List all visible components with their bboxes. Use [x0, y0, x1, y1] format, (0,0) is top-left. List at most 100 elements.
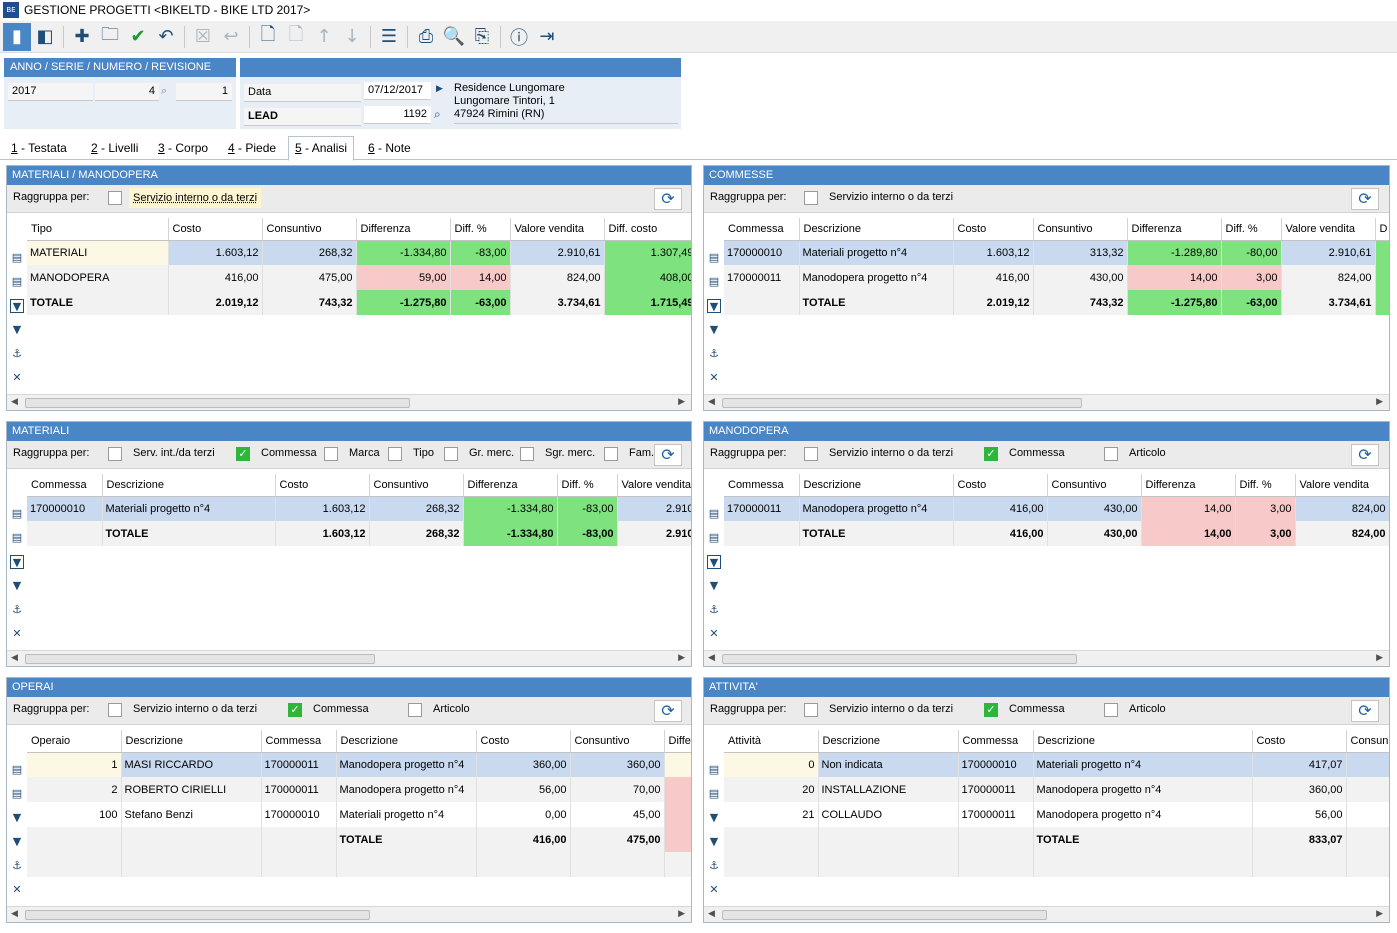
table-row-total[interactable]: TOTALE 2.019,12 743,32 -1.275,80 -63,00 …: [724, 290, 1389, 315]
scroll-thumb[interactable]: [25, 910, 370, 920]
checkbox-commessa[interactable]: ✓: [288, 703, 302, 717]
column-header[interactable]: Valore vendita: [510, 218, 605, 241]
horizontal-scrollbar[interactable]: ◀ ▶: [7, 906, 691, 922]
lead-search-icon[interactable]: ⌕: [434, 107, 441, 121]
option-marca[interactable]: Marca: [349, 447, 380, 459]
scroll-right-icon[interactable]: ▶: [1376, 909, 1383, 919]
column-header[interactable]: Diff. %: [1235, 474, 1296, 497]
column-header[interactable]: Diff. %: [450, 218, 511, 241]
column-header[interactable]: Consuntivo: [1033, 218, 1128, 241]
checkbox-commessa[interactable]: ✓: [984, 447, 998, 461]
column-header[interactable]: Diff. costo: [604, 218, 691, 241]
list-icon[interactable]: ▤: [708, 275, 720, 288]
option-commessa[interactable]: Commessa: [1009, 447, 1065, 459]
filter-icon[interactable]: ▼: [12, 835, 22, 848]
option-tipo[interactable]: Tipo: [413, 447, 434, 459]
checkbox-tipo[interactable]: [388, 447, 402, 461]
table-row[interactable]: 1 MASI RICCARDO 170000011 Manodopera pro…: [27, 752, 691, 777]
clear-filter-icon[interactable]: ✕: [709, 371, 719, 384]
option-servizio[interactable]: Servizio interno o da terzi: [129, 188, 262, 208]
checkbox-servizio[interactable]: [108, 703, 122, 717]
table-row[interactable]: 21 COLLAUDO 170000011 Manodopera progett…: [724, 802, 1389, 827]
checkbox-articolo[interactable]: [408, 703, 422, 717]
tab-livelli[interactable]: 2 - Livelli: [91, 141, 139, 155]
date-picker-icon[interactable]: ▶: [436, 84, 443, 94]
scroll-thumb[interactable]: [25, 654, 375, 664]
data-field[interactable]: 07/12/2017: [364, 82, 431, 100]
refresh-icon[interactable]: ⟳: [1351, 188, 1379, 210]
column-header[interactable]: Consuntivo: [262, 218, 357, 241]
checkbox-marca[interactable]: [324, 447, 338, 461]
column-header[interactable]: Consuntivo: [369, 474, 464, 497]
table-row-total[interactable]: TOTALE 1.603,12 268,32 -1.334,80 -83,00 …: [27, 521, 691, 546]
list-icon[interactable]: ▤: [11, 763, 23, 776]
column-header[interactable]: Attività: [724, 730, 819, 753]
scroll-left-icon[interactable]: ◀: [708, 653, 715, 663]
column-header[interactable]: Descrizione: [799, 218, 954, 241]
column-header[interactable]: Descrizione: [336, 730, 477, 753]
confirm-icon[interactable]: ✔: [130, 26, 146, 47]
anchor-icon[interactable]: ⚓: [12, 603, 22, 616]
list-icon[interactable]: ▤: [11, 275, 23, 288]
option-articolo[interactable]: Articolo: [1129, 703, 1166, 715]
checkbox-articolo[interactable]: [1104, 703, 1118, 717]
revisione-field[interactable]: 1: [176, 83, 232, 101]
checkbox-articolo[interactable]: [1104, 447, 1118, 461]
filter-icon[interactable]: ▼: [12, 811, 22, 824]
scroll-right-icon[interactable]: ▶: [678, 397, 685, 407]
scroll-thumb[interactable]: [722, 910, 1047, 920]
undo-icon[interactable]: ↶: [158, 26, 174, 47]
option-commessa[interactable]: Commessa: [313, 703, 369, 715]
column-header[interactable]: Costo: [168, 218, 263, 241]
new-document-icon[interactable]: 🗋: [260, 23, 276, 45]
option-commessa[interactable]: Commessa: [1009, 703, 1065, 715]
column-header[interactable]: Consuntivo: [570, 730, 665, 753]
filter-icon[interactable]: ▼: [10, 555, 24, 569]
clear-filter-icon[interactable]: ✕: [12, 883, 22, 896]
refresh-icon[interactable]: ⟳: [1351, 444, 1379, 466]
table-row-total[interactable]: TOTALE 416,00 475,00: [27, 827, 691, 852]
column-header[interactable]: Consun: [1346, 730, 1389, 753]
list-icon[interactable]: ▤: [11, 251, 23, 264]
column-header[interactable]: Differenza: [463, 474, 558, 497]
checkbox-servizio[interactable]: [804, 447, 818, 461]
column-header[interactable]: Diffe: [664, 730, 691, 753]
anchor-icon[interactable]: ⚓: [12, 347, 22, 360]
exit-icon[interactable]: ⇥: [539, 26, 555, 47]
clear-filter-icon[interactable]: ✕: [12, 371, 22, 384]
table-row[interactable]: 100 Stefano Benzi 170000010 Materiali pr…: [27, 802, 691, 827]
column-header[interactable]: Operaio: [27, 730, 122, 753]
list-icon[interactable]: ▤: [708, 251, 720, 264]
tab-corpo[interactable]: 3 - Corpo: [158, 141, 209, 155]
column-header[interactable]: Differenza: [1141, 474, 1236, 497]
option-sgr-merc[interactable]: Sgr. merc.: [545, 447, 596, 459]
column-header[interactable]: Diff. %: [557, 474, 618, 497]
refresh-icon[interactable]: ⟳: [654, 188, 682, 210]
anchor-icon[interactable]: ⚓: [709, 603, 719, 616]
table-row[interactable]: 2 ROBERTO CIRIELLI 170000011 Manodopera …: [27, 777, 691, 802]
table-row-total[interactable]: TOTALE 416,00 430,00 14,00 3,00 824,00: [724, 521, 1389, 546]
layout-icon[interactable]: ◧: [36, 26, 54, 47]
filter-icon[interactable]: ▼: [10, 299, 24, 313]
help-icon[interactable]: ⓘ: [510, 27, 528, 49]
scroll-thumb[interactable]: [722, 654, 1077, 664]
column-header[interactable]: Commessa: [724, 474, 800, 497]
column-header[interactable]: Commessa: [958, 730, 1034, 753]
list-icon[interactable]: ▤: [11, 507, 23, 520]
document-dropdown-icon[interactable]: 🗋: [288, 23, 304, 45]
table-row-total[interactable]: TOTALE 2.019,12 743,32 -1.275,80 -63,00 …: [27, 290, 691, 315]
checkbox-commessa[interactable]: ✓: [236, 447, 250, 461]
tab-piede[interactable]: 4 - Piede: [228, 141, 277, 155]
column-header[interactable]: Commessa: [724, 218, 800, 241]
column-header[interactable]: Tipo: [27, 218, 169, 241]
filter-icon[interactable]: ▼: [707, 299, 721, 313]
column-header[interactable]: Descrizione: [818, 730, 959, 753]
anchor-icon[interactable]: ⚓: [709, 347, 719, 360]
scroll-left-icon[interactable]: ◀: [11, 397, 18, 407]
horizontal-scrollbar[interactable]: ◀ ▶: [704, 394, 1389, 410]
column-header[interactable]: Descrizione: [102, 474, 276, 497]
checkbox-gr-merc[interactable]: [444, 447, 458, 461]
checkbox-servizio[interactable]: [804, 191, 818, 205]
table-row[interactable]: MATERIALI 1.603,12 268,32 -1.334,80 -83,…: [27, 240, 691, 265]
tab-analisi[interactable]: 5 - Analisi: [288, 136, 355, 161]
